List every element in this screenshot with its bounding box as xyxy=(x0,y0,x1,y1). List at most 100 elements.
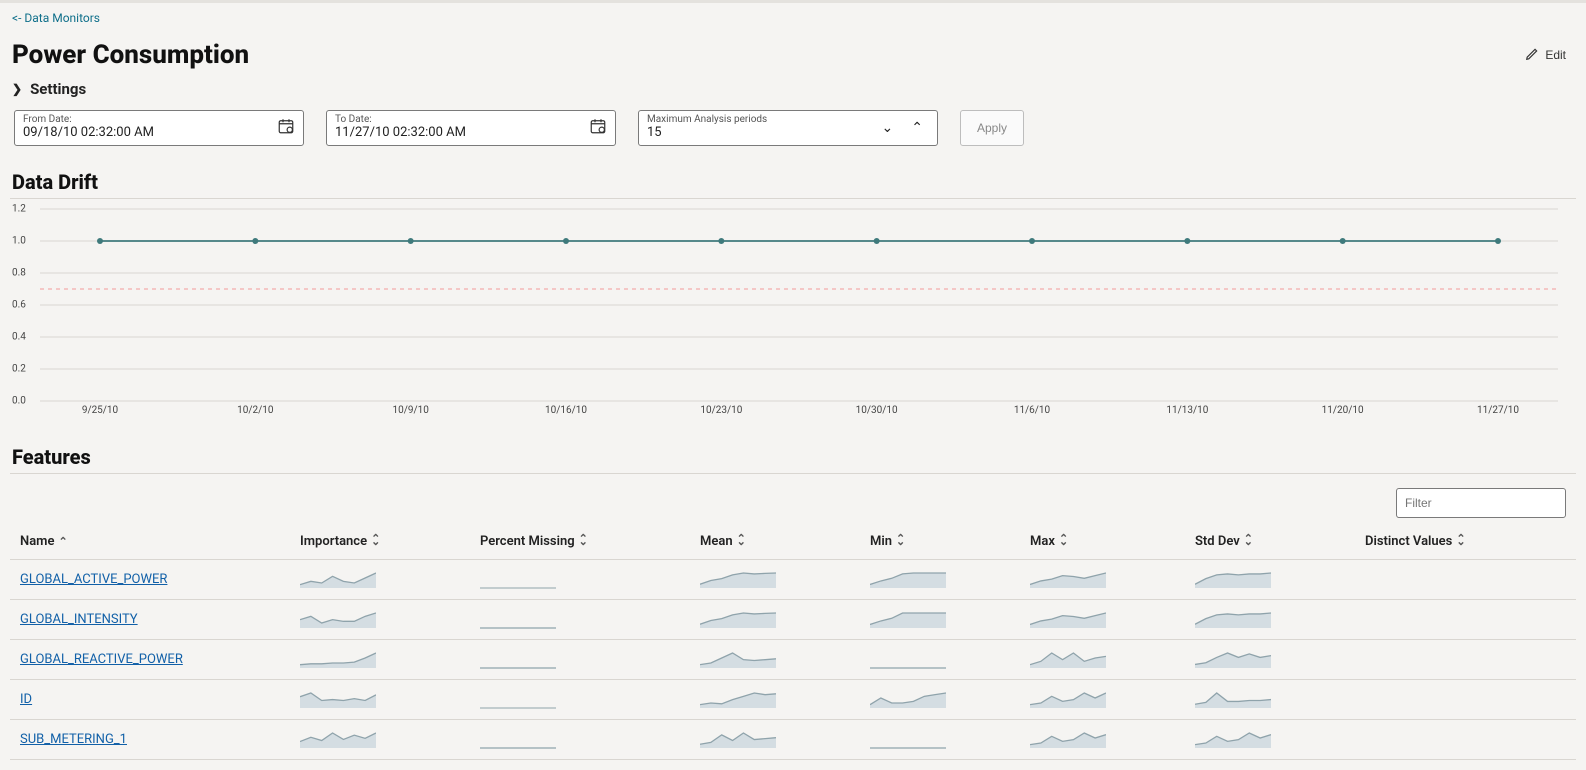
sparkline-max xyxy=(1020,600,1185,640)
data-drift-heading: Data Drift xyxy=(10,170,1576,194)
controls-row: From Date: 09/18/10 02:32:00 AM To Date:… xyxy=(10,110,1576,146)
feature-link[interactable]: GLOBAL_REACTIVE_POWER xyxy=(20,652,183,667)
column-header-max[interactable]: Max⌃⌄ xyxy=(1020,524,1185,560)
sparkline-max xyxy=(1020,680,1185,720)
to-date-label: To Date: xyxy=(335,114,466,125)
drift-y-tick: 0.2 xyxy=(12,364,26,375)
table-row: GLOBAL_INTENSITY xyxy=(10,600,1576,640)
drift-y-tick: 1.0 xyxy=(12,236,26,247)
sparkline-percent_missing xyxy=(470,560,690,600)
pencil-icon xyxy=(1525,47,1539,64)
sparkline-min xyxy=(860,560,1020,600)
column-label: Std Dev xyxy=(1195,534,1240,549)
apply-button[interactable]: Apply xyxy=(960,110,1024,146)
sparkline-percent_missing xyxy=(470,720,690,760)
sparkline-std_dev xyxy=(1185,640,1355,680)
settings-toggle[interactable]: ❯ Settings xyxy=(10,80,1576,98)
drift-x-tick: 11/6/10 xyxy=(1014,405,1050,416)
features-header-row: Name⌃Importance⌃⌄Percent Missing⌃⌄Mean⌃⌄… xyxy=(10,524,1576,560)
distinct-values-cell xyxy=(1355,680,1576,720)
sparkline-max xyxy=(1020,640,1185,680)
sparkline-importance xyxy=(290,720,470,760)
sparkline-percent_missing xyxy=(470,680,690,720)
sparkline-importance xyxy=(290,640,470,680)
column-header-percent_missing[interactable]: Percent Missing⌃⌄ xyxy=(470,524,690,560)
divider xyxy=(10,473,1576,474)
divider xyxy=(10,198,1576,199)
column-header-mean[interactable]: Mean ⌃⌄ xyxy=(690,524,860,560)
drift-x-tick: 11/13/10 xyxy=(1166,405,1208,416)
to-date-field[interactable]: To Date: 11/27/10 02:32:00 AM xyxy=(326,110,616,146)
column-header-min[interactable]: Min⌃⌄ xyxy=(860,524,1020,560)
calendar-icon xyxy=(589,117,607,139)
features-table: Name⌃Importance⌃⌄Percent Missing⌃⌄Mean⌃⌄… xyxy=(10,524,1576,760)
sparkline-std_dev xyxy=(1185,600,1355,640)
column-label: Mean xyxy=(700,534,733,549)
settings-label: Settings xyxy=(30,80,86,98)
to-date-value: 11/27/10 02:32:00 AM xyxy=(335,125,466,141)
column-label: Importance xyxy=(300,534,367,549)
feature-link[interactable]: ID xyxy=(20,692,32,707)
column-header-std_dev[interactable]: Std Dev ⌃⌄ xyxy=(1185,524,1355,560)
sparkline-std_dev xyxy=(1185,680,1355,720)
column-header-distinct_values[interactable]: Distinct Values ⌃⌄ xyxy=(1355,524,1576,560)
column-header-name[interactable]: Name⌃ xyxy=(10,524,290,560)
edit-label: Edit xyxy=(1545,48,1566,62)
feature-link[interactable]: GLOBAL_INTENSITY xyxy=(20,612,138,627)
max-periods-value: 15 xyxy=(647,125,767,141)
sparkline-min xyxy=(860,720,1020,760)
page: <- Data Monitors Power Consumption Edit … xyxy=(0,3,1586,770)
drift-y-tick: 1.2 xyxy=(12,204,26,215)
table-row: GLOBAL_REACTIVE_POWER xyxy=(10,640,1576,680)
from-date-field[interactable]: From Date: 09/18/10 02:32:00 AM xyxy=(14,110,304,146)
sparkline-importance xyxy=(290,560,470,600)
sparkline-percent_missing xyxy=(470,640,690,680)
sparkline-mean xyxy=(690,600,860,640)
drift-x-tick: 11/20/10 xyxy=(1322,405,1364,416)
from-date-value: 09/18/10 02:32:00 AM xyxy=(23,125,154,141)
table-row: SUB_METERING_1 xyxy=(10,720,1576,760)
chevron-down-icon[interactable]: ⌄ xyxy=(882,120,894,136)
chevron-up-icon[interactable]: ⌃ xyxy=(911,120,923,136)
table-row: GLOBAL_ACTIVE_POWER xyxy=(10,560,1576,600)
column-header-importance[interactable]: Importance⌃⌄ xyxy=(290,524,470,560)
from-date-label: From Date: xyxy=(23,114,154,125)
sparkline-max xyxy=(1020,720,1185,760)
sparkline-mean xyxy=(690,720,860,760)
sparkline-importance xyxy=(290,600,470,640)
chevron-right-icon: ❯ xyxy=(12,82,22,96)
drift-y-tick: 0.6 xyxy=(12,300,26,311)
sort-icon: ⌃⌄ xyxy=(737,536,746,545)
distinct-values-cell xyxy=(1355,640,1576,680)
sort-icon: ⌃⌄ xyxy=(1244,536,1253,545)
feature-link[interactable]: SUB_METERING_1 xyxy=(20,732,127,747)
features-heading: Features xyxy=(10,445,1576,469)
edit-button[interactable]: Edit xyxy=(1517,43,1574,68)
distinct-values-cell xyxy=(1355,560,1576,600)
drift-y-tick: 0.4 xyxy=(12,332,26,343)
drift-y-tick: 0.8 xyxy=(12,268,26,279)
column-label: Max xyxy=(1030,534,1055,549)
max-periods-field[interactable]: Maximum Analysis periods 15 ⌄ ⌃ xyxy=(638,110,938,146)
drift-x-tick: 11/27/10 xyxy=(1477,405,1519,416)
column-label: Distinct Values xyxy=(1365,534,1452,549)
sparkline-min xyxy=(860,600,1020,640)
drift-chart: 0.00.20.40.60.81.01.2 9/25/1010/2/1010/9… xyxy=(10,205,1576,421)
sort-icon: ⌃⌄ xyxy=(1456,536,1465,545)
back-to-monitors-link[interactable]: <- Data Monitors xyxy=(10,11,100,25)
drift-x-tick: 9/25/10 xyxy=(82,405,118,416)
sparkline-mean xyxy=(690,640,860,680)
drift-x-tick: 10/2/10 xyxy=(237,405,273,416)
drift-x-tick: 10/23/10 xyxy=(700,405,742,416)
drift-x-tick: 10/9/10 xyxy=(392,405,428,416)
feature-link[interactable]: GLOBAL_ACTIVE_POWER xyxy=(20,572,167,587)
drift-x-tick: 10/30/10 xyxy=(856,405,898,416)
drift-x-tick: 10/16/10 xyxy=(545,405,587,416)
sort-asc-icon: ⌃ xyxy=(58,539,67,546)
sparkline-std_dev xyxy=(1185,560,1355,600)
sparkline-mean xyxy=(690,560,860,600)
features-section: Name⌃Importance⌃⌄Percent Missing⌃⌄Mean⌃⌄… xyxy=(10,480,1576,760)
table-row: ID xyxy=(10,680,1576,720)
filter-input[interactable] xyxy=(1396,488,1566,518)
calendar-icon xyxy=(277,117,295,139)
